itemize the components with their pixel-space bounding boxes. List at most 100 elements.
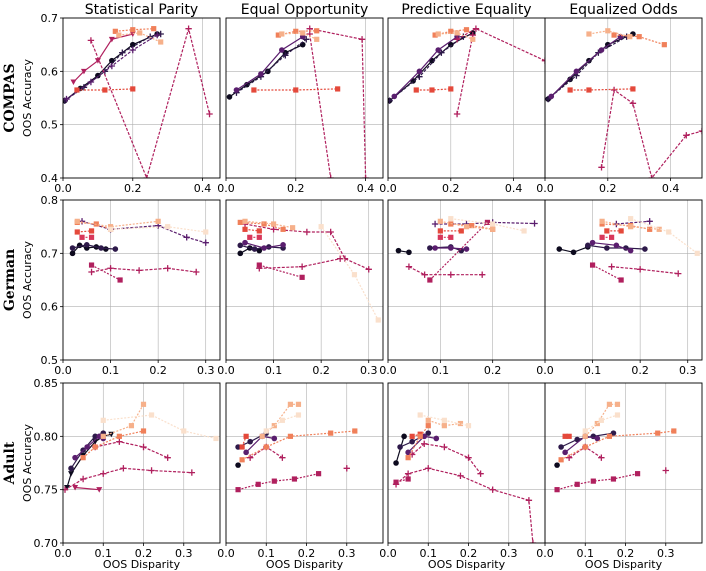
data-point	[566, 433, 572, 439]
series-line	[584, 403, 618, 437]
data-point	[648, 174, 655, 178]
data-point	[589, 239, 596, 246]
data-point	[243, 433, 249, 439]
x-tick-label: 0.0	[536, 547, 554, 560]
x-tick-label: 0.0	[379, 364, 397, 377]
series-line	[309, 28, 367, 178]
x-tick-label: 0.2	[149, 364, 167, 377]
data-point	[271, 478, 277, 484]
data-point	[303, 228, 311, 236]
data-point	[233, 87, 240, 93]
data-point	[405, 455, 411, 461]
data-point	[299, 274, 305, 280]
series-line	[456, 34, 474, 115]
data-point	[598, 454, 605, 461]
series-group	[392, 412, 537, 543]
series-line	[389, 36, 464, 102]
data-point	[293, 87, 299, 93]
x-tick-label: 0.0	[54, 547, 72, 560]
data-point	[567, 76, 573, 83]
data-point	[614, 412, 621, 418]
data-point	[634, 471, 641, 477]
data-point	[604, 245, 610, 251]
data-point	[599, 234, 605, 240]
data-point	[610, 476, 617, 482]
data-point	[88, 228, 95, 234]
x-tick-label: 0.2	[442, 182, 460, 195]
data-point	[314, 36, 320, 42]
data-point	[627, 34, 633, 40]
series-line	[600, 88, 702, 178]
x-tick-label: 0.2	[312, 364, 330, 377]
data-point	[435, 31, 441, 37]
panel-frame	[544, 17, 703, 179]
data-point	[251, 246, 258, 252]
data-point	[630, 86, 636, 92]
data-point	[675, 270, 682, 277]
data-point	[605, 28, 611, 34]
x-tick-label: 0.4	[505, 182, 523, 195]
data-point	[70, 79, 77, 85]
data-point	[102, 87, 108, 93]
series-group	[63, 401, 219, 493]
data-point	[599, 218, 605, 224]
data-point	[270, 221, 277, 227]
data-point	[598, 47, 605, 53]
data-point	[68, 471, 75, 477]
series-group	[388, 25, 545, 118]
data-point	[401, 433, 407, 440]
data-point	[290, 225, 296, 231]
y-tick-label: 0.7	[41, 12, 59, 25]
data-point	[112, 246, 119, 252]
data-point	[618, 228, 624, 234]
data-point	[120, 465, 127, 472]
x-tick-label: 0.1	[420, 547, 438, 560]
data-point	[586, 87, 592, 93]
data-point	[556, 246, 563, 252]
data-point	[96, 487, 103, 493]
panel-frame	[387, 382, 546, 544]
data-point	[107, 265, 114, 272]
data-point	[352, 428, 358, 434]
data-point	[388, 97, 393, 104]
data-point	[143, 174, 150, 178]
data-point	[112, 28, 118, 34]
series-group	[237, 218, 381, 323]
data-point	[280, 226, 286, 232]
panel: 0.0 0.1 0.2	[379, 199, 546, 377]
series-line	[95, 441, 168, 459]
data-point	[293, 28, 299, 34]
data-point	[465, 423, 472, 429]
data-point	[235, 462, 241, 468]
data-point	[636, 34, 642, 40]
x-tick-label: 0.3	[679, 364, 697, 377]
data-point	[586, 31, 592, 37]
data-point	[261, 221, 267, 227]
data-point	[202, 239, 209, 246]
data-point	[213, 435, 219, 442]
column-title: Equal Opportunity	[241, 2, 369, 18]
x-tick-label: 0.1	[258, 547, 276, 560]
data-point	[64, 485, 71, 491]
data-point	[453, 110, 461, 118]
data-point	[130, 27, 136, 33]
data-point	[589, 262, 596, 268]
data-point	[598, 417, 604, 423]
data-point	[270, 226, 277, 233]
x-tick-label: 0.4	[357, 182, 375, 195]
data-point	[165, 224, 171, 230]
data-point	[393, 460, 399, 466]
data-point	[427, 277, 433, 283]
data-point	[74, 87, 80, 93]
data-point	[397, 444, 403, 450]
row-label: Adult	[2, 441, 18, 485]
x-tick-label: 0.0	[536, 364, 554, 377]
data-point	[463, 27, 470, 33]
panel-frame	[62, 199, 221, 361]
data-point	[255, 481, 261, 487]
x-tick-label: 0.3	[197, 364, 215, 377]
data-point	[336, 255, 344, 262]
data-point	[84, 444, 90, 450]
data-point	[562, 449, 568, 456]
